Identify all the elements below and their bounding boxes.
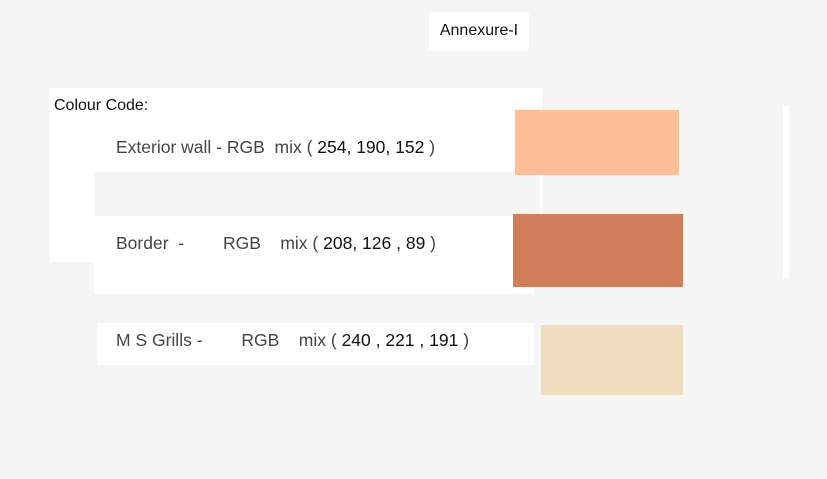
colour-row-border: Border - RGB mix ( 208, 126 , 89 ) — [116, 233, 436, 254]
colour-row-ms-grills: M S Grills - RGB mix ( 240 , 221 , 191 ) — [116, 330, 469, 351]
side-strip — [783, 105, 789, 278]
page-title: Annexure-I — [429, 12, 529, 50]
row-gap — [94, 172, 540, 216]
section-heading: Colour Code: — [54, 97, 149, 114]
row-close: ) — [458, 330, 470, 350]
colour-row-exterior-wall: Exterior wall - RGB mix ( 254, 190, 152 … — [116, 137, 435, 158]
rgb-values: 254, 190, 152 — [317, 137, 425, 157]
row-label: Exterior wall - RGB mix ( — [116, 137, 318, 157]
row-band — [94, 262, 534, 294]
swatch-border — [513, 214, 683, 287]
row-close: ) — [425, 233, 436, 253]
swatch-exterior-wall — [515, 110, 679, 175]
rgb-values: 208, 126 , 89 — [323, 233, 426, 253]
row-label: Border - RGB mix ( — [116, 233, 324, 253]
row-band — [97, 323, 534, 365]
rgb-values: 240 , 221 , 191 — [341, 330, 459, 350]
row-label: M S Grills - RGB mix ( — [116, 330, 342, 350]
row-close: ) — [424, 137, 436, 157]
swatch-ms-grills — [541, 325, 683, 395]
